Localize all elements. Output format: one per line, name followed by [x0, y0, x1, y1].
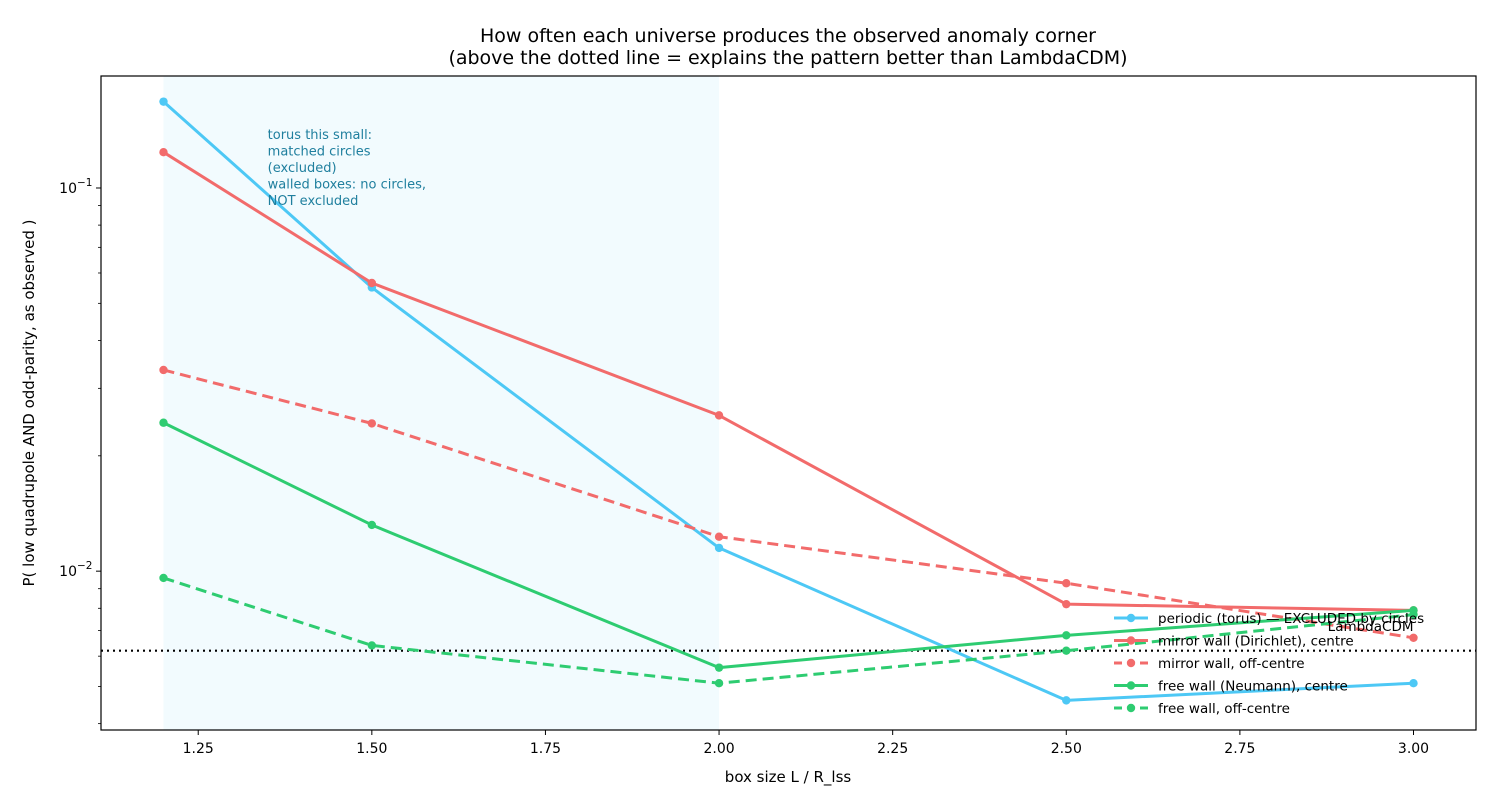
legend-marker-0 [1126, 613, 1136, 623]
series-point-3-3 [1062, 631, 1071, 640]
annotation-line-2: (excluded) [268, 161, 337, 176]
x-axis-label: box size L / R_lss [725, 768, 852, 787]
legend-marker-4 [1126, 703, 1136, 713]
annotation-line-1: matched circles [268, 145, 371, 160]
series-point-4-4 [1409, 610, 1418, 619]
x-tick-label-7: 3.00 [1398, 741, 1429, 757]
series-point-4-2 [714, 679, 724, 688]
series-point-2-3 [1062, 579, 1071, 588]
legend-label-2: mirror wall, off-centre [1158, 656, 1305, 672]
series-point-4-3 [1062, 646, 1071, 655]
legend-label-1: mirror wall (Dirichlet), centre [1158, 634, 1354, 650]
series-point-2-2 [714, 532, 724, 541]
reference-line-label: LambdaCDM [1328, 619, 1414, 635]
series-point-0-2 [714, 543, 724, 553]
legend-label-0: periodic (torus) — EXCLUDED by circles [1158, 611, 1424, 627]
x-tick-label-5: 2.50 [1051, 741, 1082, 757]
x-tick-label-3: 2.00 [703, 741, 734, 757]
series-point-1-0 [159, 147, 168, 157]
x-tick-label-4: 2.25 [877, 741, 908, 757]
annotation-line-4: NOT excluded [268, 194, 359, 209]
series-point-3-2 [714, 663, 724, 672]
legend-marker-2 [1126, 658, 1136, 668]
series-point-2-0 [159, 365, 168, 375]
chart-title: How often each universe produces the obs… [480, 25, 1096, 47]
legend-label-4: free wall, off-centre [1158, 701, 1290, 717]
legend-label-3: free wall (Neumann), centre [1158, 679, 1348, 695]
series-point-2-4 [1409, 633, 1418, 643]
y-tick-label-exp-1: −2 [77, 560, 92, 572]
series-point-3-0 [159, 418, 168, 427]
y-tick-label-base-0: 10 [59, 181, 77, 197]
series-point-0-4 [1409, 679, 1418, 688]
series-point-4-0 [159, 573, 168, 583]
series-point-1-1 [367, 278, 377, 288]
series-point-1-2 [714, 411, 724, 420]
annotation-line-0: torus this small: [268, 128, 372, 143]
series-point-0-0 [159, 97, 168, 106]
y-tick-label-base-1: 10 [59, 564, 77, 580]
chart-subtitle: (above the dotted line = explains the pa… [448, 47, 1127, 69]
annotation-line-3: walled boxes: no circles, [268, 178, 426, 193]
x-tick-label-2: 1.75 [530, 741, 561, 757]
y-tick-label-exp-0: −1 [77, 177, 92, 189]
series-point-2-1 [367, 419, 377, 428]
series-point-0-3 [1062, 696, 1071, 705]
legend-marker-1 [1126, 636, 1136, 645]
x-tick-label-0: 1.25 [183, 741, 214, 757]
plot-area: torus this small: matched circles(exclude… [59, 75, 1477, 757]
legend-marker-3 [1126, 681, 1136, 690]
x-tick-label-6: 2.75 [1224, 741, 1255, 757]
series-point-1-3 [1062, 599, 1071, 609]
series-point-4-1 [367, 641, 377, 650]
y-axis-label: P( low quadrupole AND odd-parity, as obs… [20, 219, 38, 586]
series-point-3-1 [367, 520, 377, 530]
axes-frame [100, 75, 1477, 731]
x-tick-label-1: 1.50 [356, 741, 387, 757]
